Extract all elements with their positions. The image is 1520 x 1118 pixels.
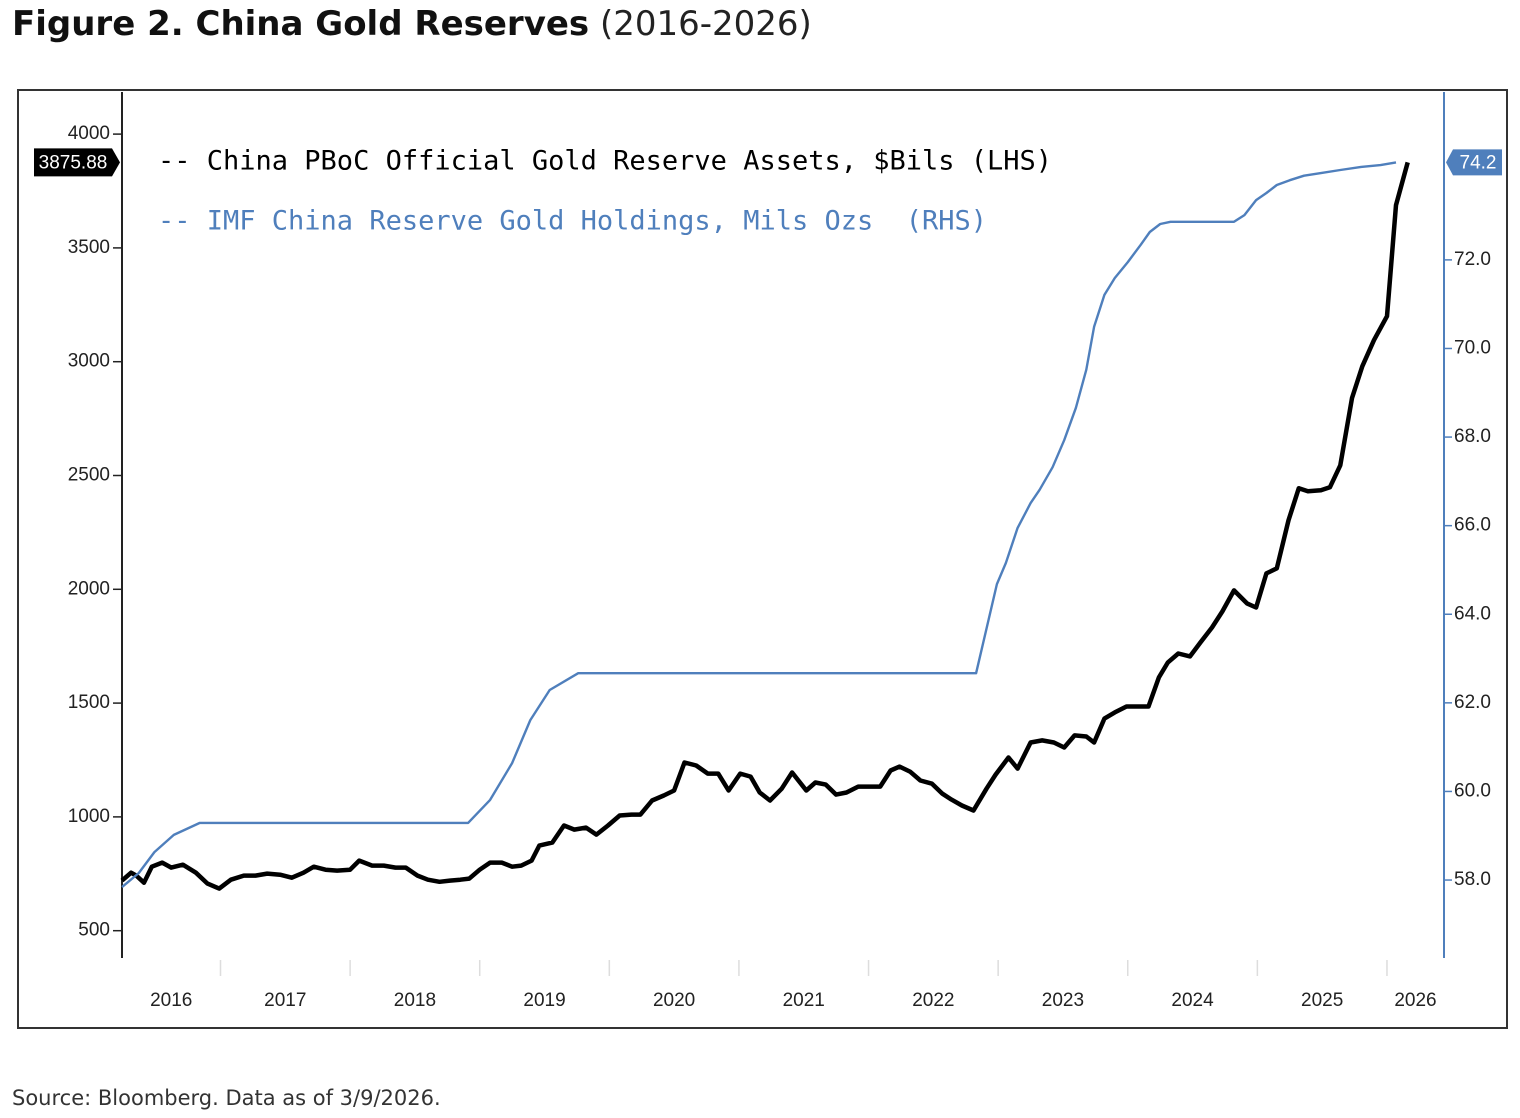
y-tick-label: 4000	[68, 123, 110, 144]
value-badge-label: 74.2	[1460, 152, 1497, 173]
y-tick-label: 2500	[68, 465, 110, 486]
y2-tick-label: 72.0	[1454, 249, 1491, 270]
legend-entry: -- IMF China Reserve Gold Holdings, Mils…	[158, 206, 987, 237]
y-tick-label: 2000	[68, 578, 110, 599]
x-tick-label: 2025	[1301, 990, 1343, 1011]
x-tick-label: 2018	[394, 990, 436, 1011]
title-block: Figure 2. China Gold Reserves (2016-2026…	[12, 4, 812, 44]
x-tick-label: 2026	[1394, 990, 1436, 1011]
x-tick-label: 2017	[264, 990, 306, 1011]
chart: 500 1000 1500 2000 2500 3000 3500 4000 58.0 60.0 6…	[17, 89, 1508, 1029]
y2-tick-label: 70.0	[1454, 337, 1491, 358]
y2-tick-label: 68.0	[1454, 426, 1491, 447]
y2-tick-label: 58.0	[1454, 869, 1491, 890]
x-tick-label: 2019	[523, 990, 565, 1011]
y2-tick-label: 60.0	[1454, 780, 1491, 801]
value-badge-label: 3875.88	[39, 152, 108, 173]
y-tick-label: 1000	[68, 806, 110, 827]
y-tick-label: 500	[78, 920, 110, 941]
y2-tick-label: 64.0	[1454, 603, 1491, 624]
y2-tick-label: 62.0	[1454, 692, 1491, 713]
x-tick-label: 2024	[1171, 990, 1214, 1011]
y-tick-label: 1500	[68, 692, 110, 713]
source-note: Source: Bloomberg. Data as of 3/9/2026.	[12, 1086, 441, 1110]
series-line	[120, 161, 1410, 891]
x-tick-label: 2023	[1042, 990, 1084, 1011]
y2-tick-label: 66.0	[1454, 515, 1491, 536]
x-tick-label: 2016	[150, 990, 192, 1011]
value-badge	[1446, 149, 1502, 176]
y-tick-label: 3500	[68, 237, 110, 258]
chart-title: Figure 2. China Gold Reserves	[12, 4, 590, 44]
x-tick-label: 2021	[783, 990, 825, 1011]
x-tick-label: 2022	[912, 990, 954, 1011]
series-line	[121, 161, 1397, 889]
y-tick-label: 3000	[68, 351, 110, 372]
chart-subtitle: (2016-2026)	[599, 4, 812, 44]
x-tick-label: 2020	[653, 990, 695, 1011]
value-badge	[34, 148, 120, 177]
legend-entry: -- China PBoC Official Gold Reserve Asse…	[158, 146, 1052, 177]
